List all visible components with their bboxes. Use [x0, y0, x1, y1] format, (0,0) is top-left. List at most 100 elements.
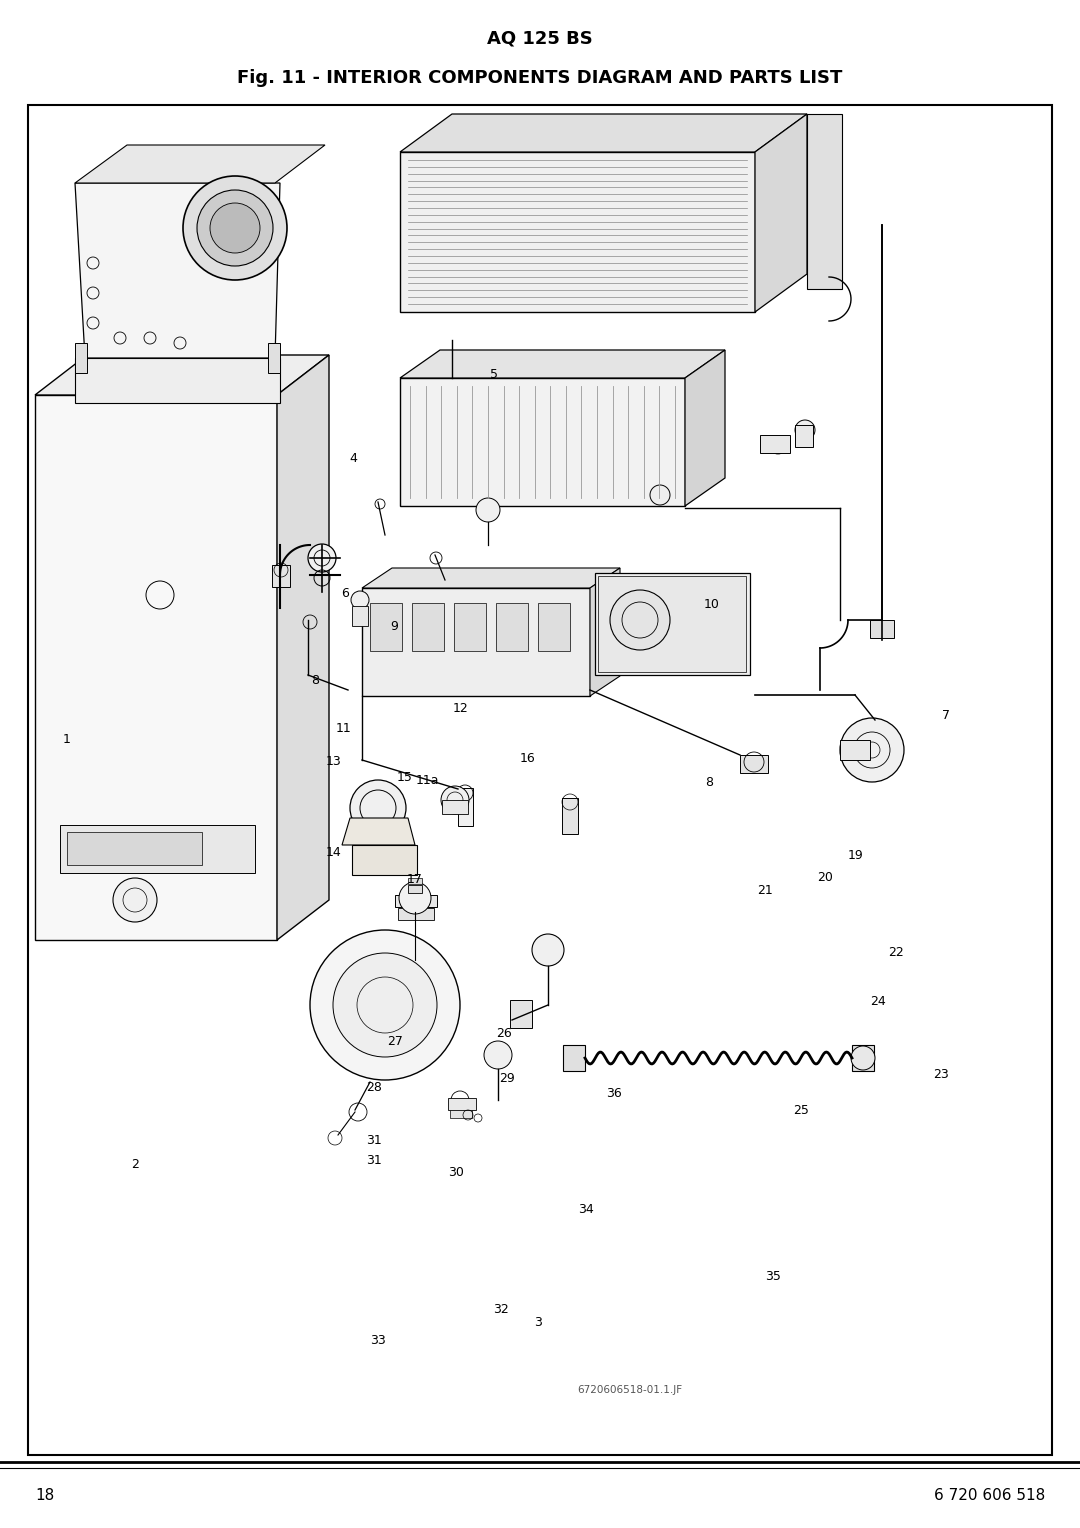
Polygon shape: [755, 115, 807, 312]
Text: 33: 33: [370, 1334, 386, 1346]
Bar: [408, 885, 422, 892]
Polygon shape: [342, 817, 415, 845]
Circle shape: [333, 953, 437, 1057]
Polygon shape: [590, 568, 620, 695]
Bar: [852, 1045, 874, 1071]
Text: 11: 11: [336, 723, 351, 735]
Text: AQ 125 BS: AQ 125 BS: [487, 29, 593, 47]
Circle shape: [610, 590, 670, 649]
Circle shape: [484, 1041, 512, 1070]
Circle shape: [308, 544, 336, 571]
Text: 26: 26: [497, 1027, 512, 1041]
Bar: [598, 576, 746, 672]
Text: 3: 3: [534, 1316, 542, 1329]
Text: 8: 8: [311, 674, 319, 686]
Text: 24: 24: [870, 995, 886, 1008]
Polygon shape: [35, 396, 276, 940]
Bar: [595, 573, 750, 675]
Polygon shape: [75, 358, 280, 403]
Bar: [760, 435, 789, 452]
Text: 14: 14: [325, 847, 341, 859]
Text: 29: 29: [499, 1071, 515, 1085]
Polygon shape: [400, 350, 725, 377]
Bar: [840, 740, 870, 759]
Bar: [28, 105, 1052, 1455]
Text: 31: 31: [366, 1154, 382, 1167]
Bar: [400, 151, 755, 312]
Circle shape: [840, 718, 904, 782]
Text: 36: 36: [606, 1086, 622, 1100]
Text: 10: 10: [704, 597, 720, 611]
Text: 9: 9: [391, 619, 399, 633]
Bar: [510, 999, 532, 1028]
Text: 18: 18: [35, 1487, 54, 1502]
Bar: [395, 895, 437, 908]
Bar: [268, 342, 280, 373]
Text: 8: 8: [705, 776, 713, 788]
Text: 7: 7: [942, 709, 949, 721]
Bar: [272, 565, 291, 587]
Bar: [362, 588, 590, 695]
Text: 15: 15: [396, 770, 413, 784]
Bar: [450, 1109, 472, 1118]
Text: 12: 12: [453, 701, 468, 715]
Text: 1: 1: [63, 733, 71, 746]
Text: 23: 23: [933, 1068, 949, 1080]
Bar: [496, 604, 528, 651]
Text: 5: 5: [490, 368, 498, 382]
Circle shape: [532, 934, 564, 966]
Bar: [740, 755, 768, 773]
Text: 16: 16: [519, 752, 536, 766]
Text: 21: 21: [757, 885, 773, 897]
Text: 25: 25: [793, 1105, 809, 1117]
Text: 6 720 606 518: 6 720 606 518: [934, 1487, 1045, 1502]
Text: 11a: 11a: [416, 773, 440, 787]
Polygon shape: [276, 354, 329, 940]
Bar: [563, 1045, 585, 1071]
Circle shape: [795, 420, 815, 440]
Circle shape: [399, 882, 431, 914]
Polygon shape: [35, 354, 329, 396]
Text: 32: 32: [494, 1303, 509, 1316]
Text: 2: 2: [132, 1158, 139, 1172]
Circle shape: [476, 498, 500, 523]
Bar: [352, 845, 417, 876]
Circle shape: [197, 189, 273, 266]
Polygon shape: [75, 145, 325, 183]
Text: 6: 6: [341, 587, 349, 601]
Bar: [442, 801, 468, 814]
Bar: [807, 115, 842, 289]
Text: 22: 22: [889, 946, 904, 960]
Bar: [795, 425, 813, 448]
Text: 31: 31: [366, 1134, 382, 1148]
Bar: [75, 342, 87, 373]
Bar: [448, 1099, 476, 1109]
Circle shape: [350, 779, 406, 836]
Text: 34: 34: [578, 1203, 594, 1216]
Text: 4: 4: [350, 452, 357, 465]
Bar: [458, 788, 473, 827]
Text: 35: 35: [766, 1270, 782, 1284]
Circle shape: [310, 931, 460, 1080]
Text: 19: 19: [848, 850, 863, 862]
Bar: [870, 620, 894, 639]
Bar: [67, 833, 202, 865]
Circle shape: [650, 484, 670, 504]
Bar: [370, 604, 402, 651]
Circle shape: [441, 785, 469, 814]
Polygon shape: [685, 350, 725, 506]
Bar: [400, 377, 685, 506]
Polygon shape: [400, 115, 807, 151]
Text: 28: 28: [366, 1082, 382, 1094]
Bar: [562, 798, 578, 834]
Bar: [454, 604, 486, 651]
Circle shape: [210, 203, 260, 254]
Bar: [399, 908, 434, 920]
Polygon shape: [362, 568, 620, 588]
Text: 30: 30: [448, 1166, 464, 1180]
Bar: [60, 825, 255, 872]
Text: 27: 27: [387, 1036, 403, 1048]
Text: 13: 13: [325, 755, 341, 767]
Circle shape: [351, 591, 369, 610]
Text: 6720606518-01.1.JF: 6720606518-01.1.JF: [578, 1384, 683, 1395]
